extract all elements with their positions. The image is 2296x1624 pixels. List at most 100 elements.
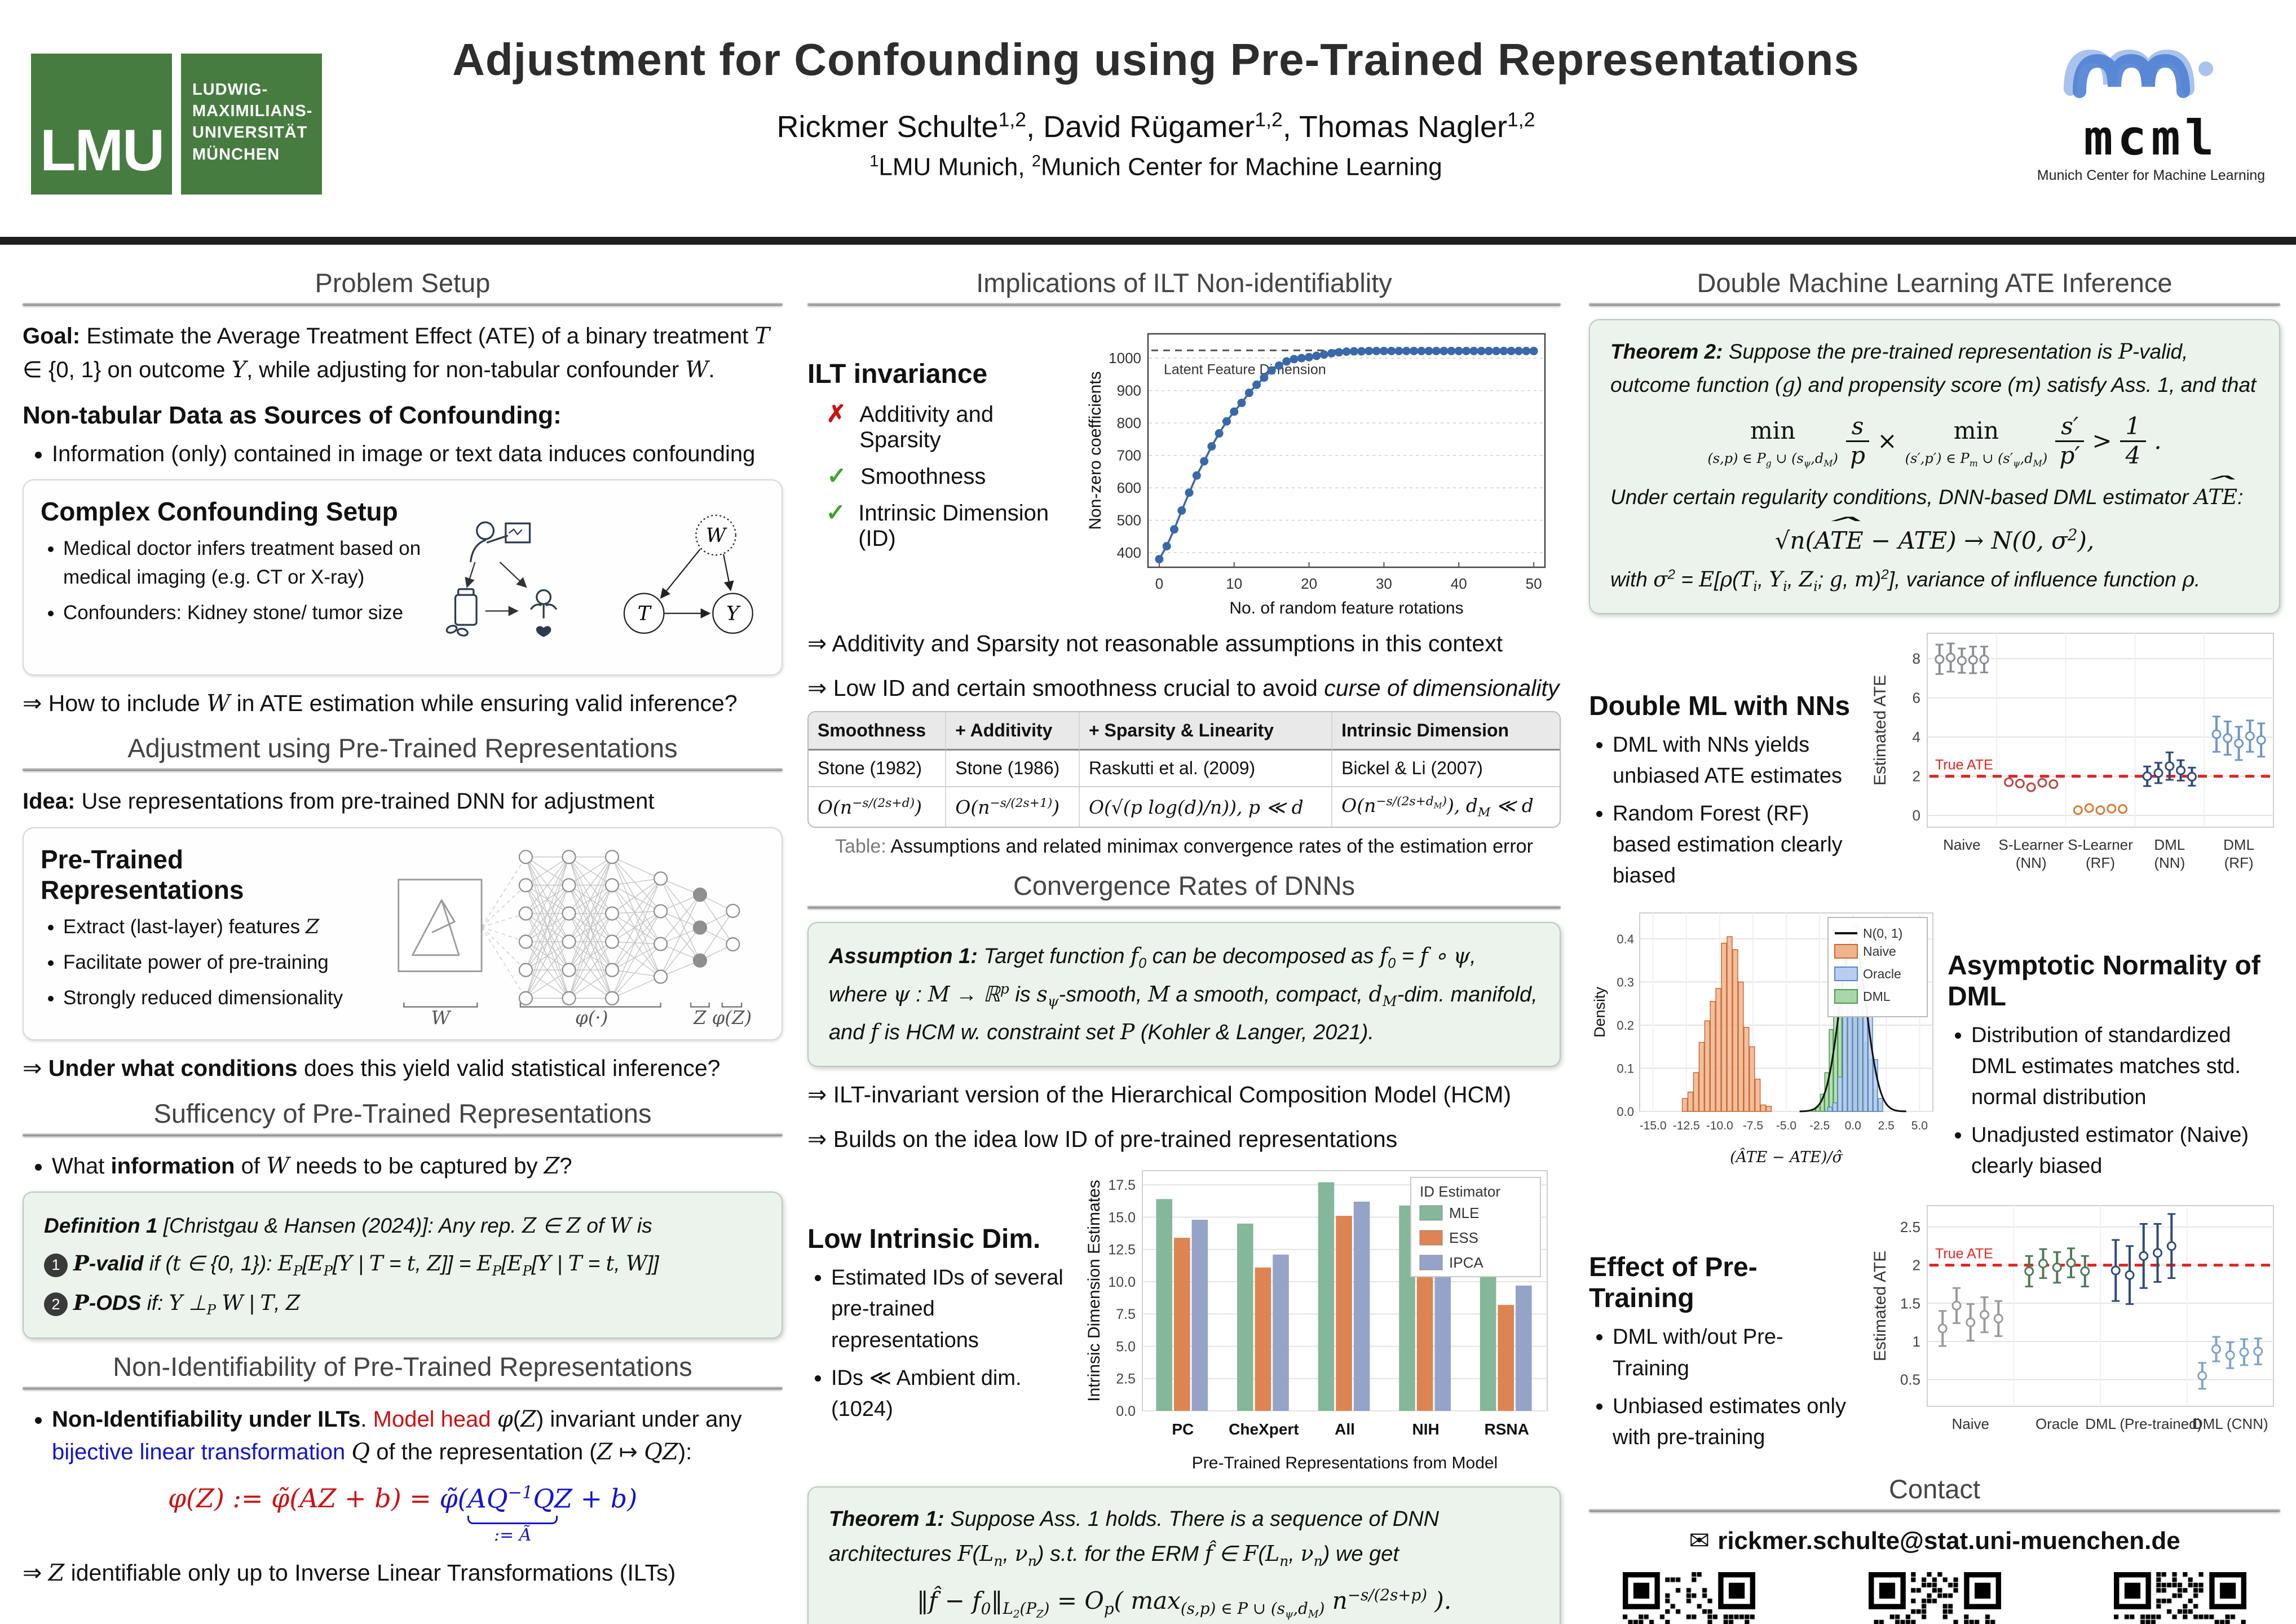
svg-text:True ATE: True ATE xyxy=(1935,757,1993,773)
svg-text:RSNA: RSNA xyxy=(1485,1420,1529,1438)
svg-text:NIH: NIH xyxy=(1412,1420,1439,1438)
nontabular-list: Information (only) contained in image or… xyxy=(23,438,783,470)
svg-text:Estimated ATE: Estimated ATE xyxy=(1871,1251,1889,1361)
definition-item-2: 2 P-ODS if: Y ⊥P W | T, Z xyxy=(44,1284,761,1323)
assumption-label: Assumption 1: xyxy=(829,945,978,969)
svg-text:Estimated ATE: Estimated ATE xyxy=(1871,674,1889,785)
lmu-line: LUDWIG- xyxy=(192,80,268,99)
svg-text:2.5: 2.5 xyxy=(1878,1119,1895,1132)
doctor-icon xyxy=(470,521,531,563)
table-header: + Sparsity & Linearity xyxy=(1079,712,1333,751)
sufficiency-list: What information of W needs to be captur… xyxy=(23,1150,783,1182)
svg-text:50: 50 xyxy=(1526,575,1542,592)
complex-title: Complex Confounding Setup xyxy=(41,497,398,526)
ilt-invariance-text: ILT invariance ✗ Additivity and Sparsity … xyxy=(807,319,1072,561)
lmu-logo: LMU LUDWIG- MAXIMILIANS- UNIVERSITÄT MÜN… xyxy=(31,54,322,195)
feature-rotations-chart: 400 500 600 700 800 900 1000 0 10 20 30 40 50 Latent … xyxy=(1086,333,1546,617)
svg-text:CheXpert: CheXpert xyxy=(1229,1420,1299,1438)
ptr-text: Pre-Trained Representations Extract (las… xyxy=(41,841,374,1020)
goal-label: Goal: xyxy=(23,324,81,348)
dag-label-y: Y xyxy=(726,603,741,625)
svg-text:1000: 1000 xyxy=(1109,350,1141,367)
svg-text:Density: Density xyxy=(1591,986,1608,1038)
svg-text:800: 800 xyxy=(1117,414,1141,431)
poster-title: Adjustment for Confounding using Pre-Tra… xyxy=(452,34,1860,85)
low-id-text: Low Intrinsic Dim. Estimated IDs of seve… xyxy=(807,1162,1072,1432)
svg-text:500: 500 xyxy=(1117,512,1141,529)
contact-email: ✉ rickmer.schulte@stat.uni-muenchen.de xyxy=(1689,1526,2180,1555)
pills-icon xyxy=(446,588,478,637)
qr-row: arXiv xyxy=(1589,1572,2280,1624)
svg-text:Naive: Naive xyxy=(1952,1415,1989,1432)
svg-text:5.0: 5.0 xyxy=(1911,1119,1928,1132)
goal-text: Estimate the Average Treatment Effect (A… xyxy=(23,323,770,383)
qr-code-github xyxy=(1868,1572,2001,1624)
table-cell: Raskutti et al. (2009) xyxy=(1079,750,1333,787)
svg-text:Non-zero coefficients: Non-zero coefficients xyxy=(1086,371,1105,529)
list-item: ✓ Intrinsic Dimension (ID) xyxy=(824,498,1072,551)
table-header: Smoothness xyxy=(809,712,947,751)
svg-text:MLE: MLE xyxy=(1449,1204,1479,1221)
svg-text:ID Estimator: ID Estimator xyxy=(1420,1183,1500,1200)
list-item: DML with/out Pre-Training xyxy=(1613,1322,1860,1384)
table-cell: O(n−s/(2s+1)) xyxy=(946,787,1080,827)
ptr-title: Pre-Trained Representations xyxy=(41,845,244,905)
complex-confounding-box: Complex Confounding Setup Medical doctor… xyxy=(23,479,783,676)
pretraining-effect-chart: 0.5 1 1.5 2 2.5 True ATE Naive Oracle DML (Pre-t… xyxy=(1871,1205,2274,1432)
list-item: Non-Identifiability under ILTs. Model he… xyxy=(52,1403,783,1468)
cross-icon: ✗ xyxy=(826,400,846,427)
svg-text:40: 40 xyxy=(1451,575,1467,592)
lmu-logo-block: LMU xyxy=(31,54,172,195)
lmu-logo-text: LUDWIG- MAXIMILIANS- UNIVERSITÄT MÜNCHEN xyxy=(181,54,322,195)
section-problem-setup: Problem Setup xyxy=(315,268,491,298)
list-item: Information (only) contained in image or… xyxy=(52,438,783,470)
mcml-wordmark: mcml xyxy=(2083,110,2219,166)
nn-label-phi: φ(·) xyxy=(575,1008,608,1027)
envelope-icon: ✉ xyxy=(1689,1526,1710,1555)
lmu-line: MÜNCHEN xyxy=(192,145,280,164)
intrinsic-dimension-chart: 0.0 2.5 5.0 7.5 10.0 12.5 15.0 17.5 PC CheXpert Al… xyxy=(1085,1170,1548,1472)
svg-text:15.0: 15.0 xyxy=(1108,1210,1136,1226)
theorem-2-text2: Under certain regularity conditions, DNN… xyxy=(1610,480,2259,514)
theorem-1-box: Theorem 1: Suppose Ass. 1 holds. There i… xyxy=(807,1486,1561,1624)
svg-text:N(0, 1): N(0, 1) xyxy=(1863,926,1902,941)
pretrained-representations-box: Pre-Trained Representations Extract (las… xyxy=(23,827,783,1041)
header: LMU LUDWIG- MAXIMILIANS- UNIVERSITÄT MÜN… xyxy=(0,0,2296,237)
list-item: Unadjusted estimator (Naive) clearly bia… xyxy=(1971,1120,2280,1182)
adjustment-question: ⇒ Under what conditions does this yield … xyxy=(23,1055,721,1082)
svg-text:Oracle: Oracle xyxy=(1863,967,1901,981)
section-divider xyxy=(807,303,1561,306)
svg-text:0.5: 0.5 xyxy=(1900,1371,1920,1388)
svg-text:DML: DML xyxy=(1863,989,1891,1004)
svg-text:DML: DML xyxy=(2154,836,2185,853)
nn-label-w: W xyxy=(431,1008,451,1027)
table-cell: Stone (1982) xyxy=(809,750,947,787)
svg-text:2.5: 2.5 xyxy=(1116,1371,1136,1387)
nonident-list: Non-Identifiability under ILTs. Model he… xyxy=(23,1403,783,1468)
underbrace xyxy=(467,1516,558,1525)
svg-text:Latent Feature Dimension: Latent Feature Dimension xyxy=(1164,361,1326,377)
svg-text:DML (CNN): DML (CNN) xyxy=(2192,1415,2268,1432)
svg-text:900: 900 xyxy=(1117,382,1141,399)
section-divider xyxy=(23,1133,783,1136)
qr-code-mcml xyxy=(2114,1572,2246,1624)
section-adjustment: Adjustment using Pre-Trained Representat… xyxy=(127,733,678,764)
svg-text:True ATE: True ATE xyxy=(1935,1246,1993,1262)
ilt-equation: φ(Z) := φ̃(AZ + b) = φ̃(AQ−1QZ + b):= Ã xyxy=(167,1483,638,1546)
table-caption: Table: Assumptions and related minimax c… xyxy=(835,836,1533,858)
patient-icon xyxy=(531,589,558,637)
qr-code-arxiv: arXiv xyxy=(1623,1572,1755,1624)
section-divider xyxy=(23,768,783,771)
table-cell: O(√(p log(d)/n)), p ≪ d xyxy=(1080,787,1333,827)
check-icon: ✓ xyxy=(827,462,847,489)
asymptotic-title: Asymptotic Normality of DML xyxy=(1948,951,2260,1012)
lmu-acronym: LMU xyxy=(40,118,165,183)
ilt-invariance-title: ILT invariance xyxy=(807,359,988,389)
list-item: ✓ Smoothness xyxy=(824,462,1072,489)
asymptotic-text: Asymptotic Normality of DML Distribution… xyxy=(1948,905,2280,1190)
svg-text:0: 0 xyxy=(1155,575,1163,592)
svg-text:0.4: 0.4 xyxy=(1617,932,1634,946)
title-block: Adjustment for Confounding using Pre-Tra… xyxy=(395,34,1917,182)
